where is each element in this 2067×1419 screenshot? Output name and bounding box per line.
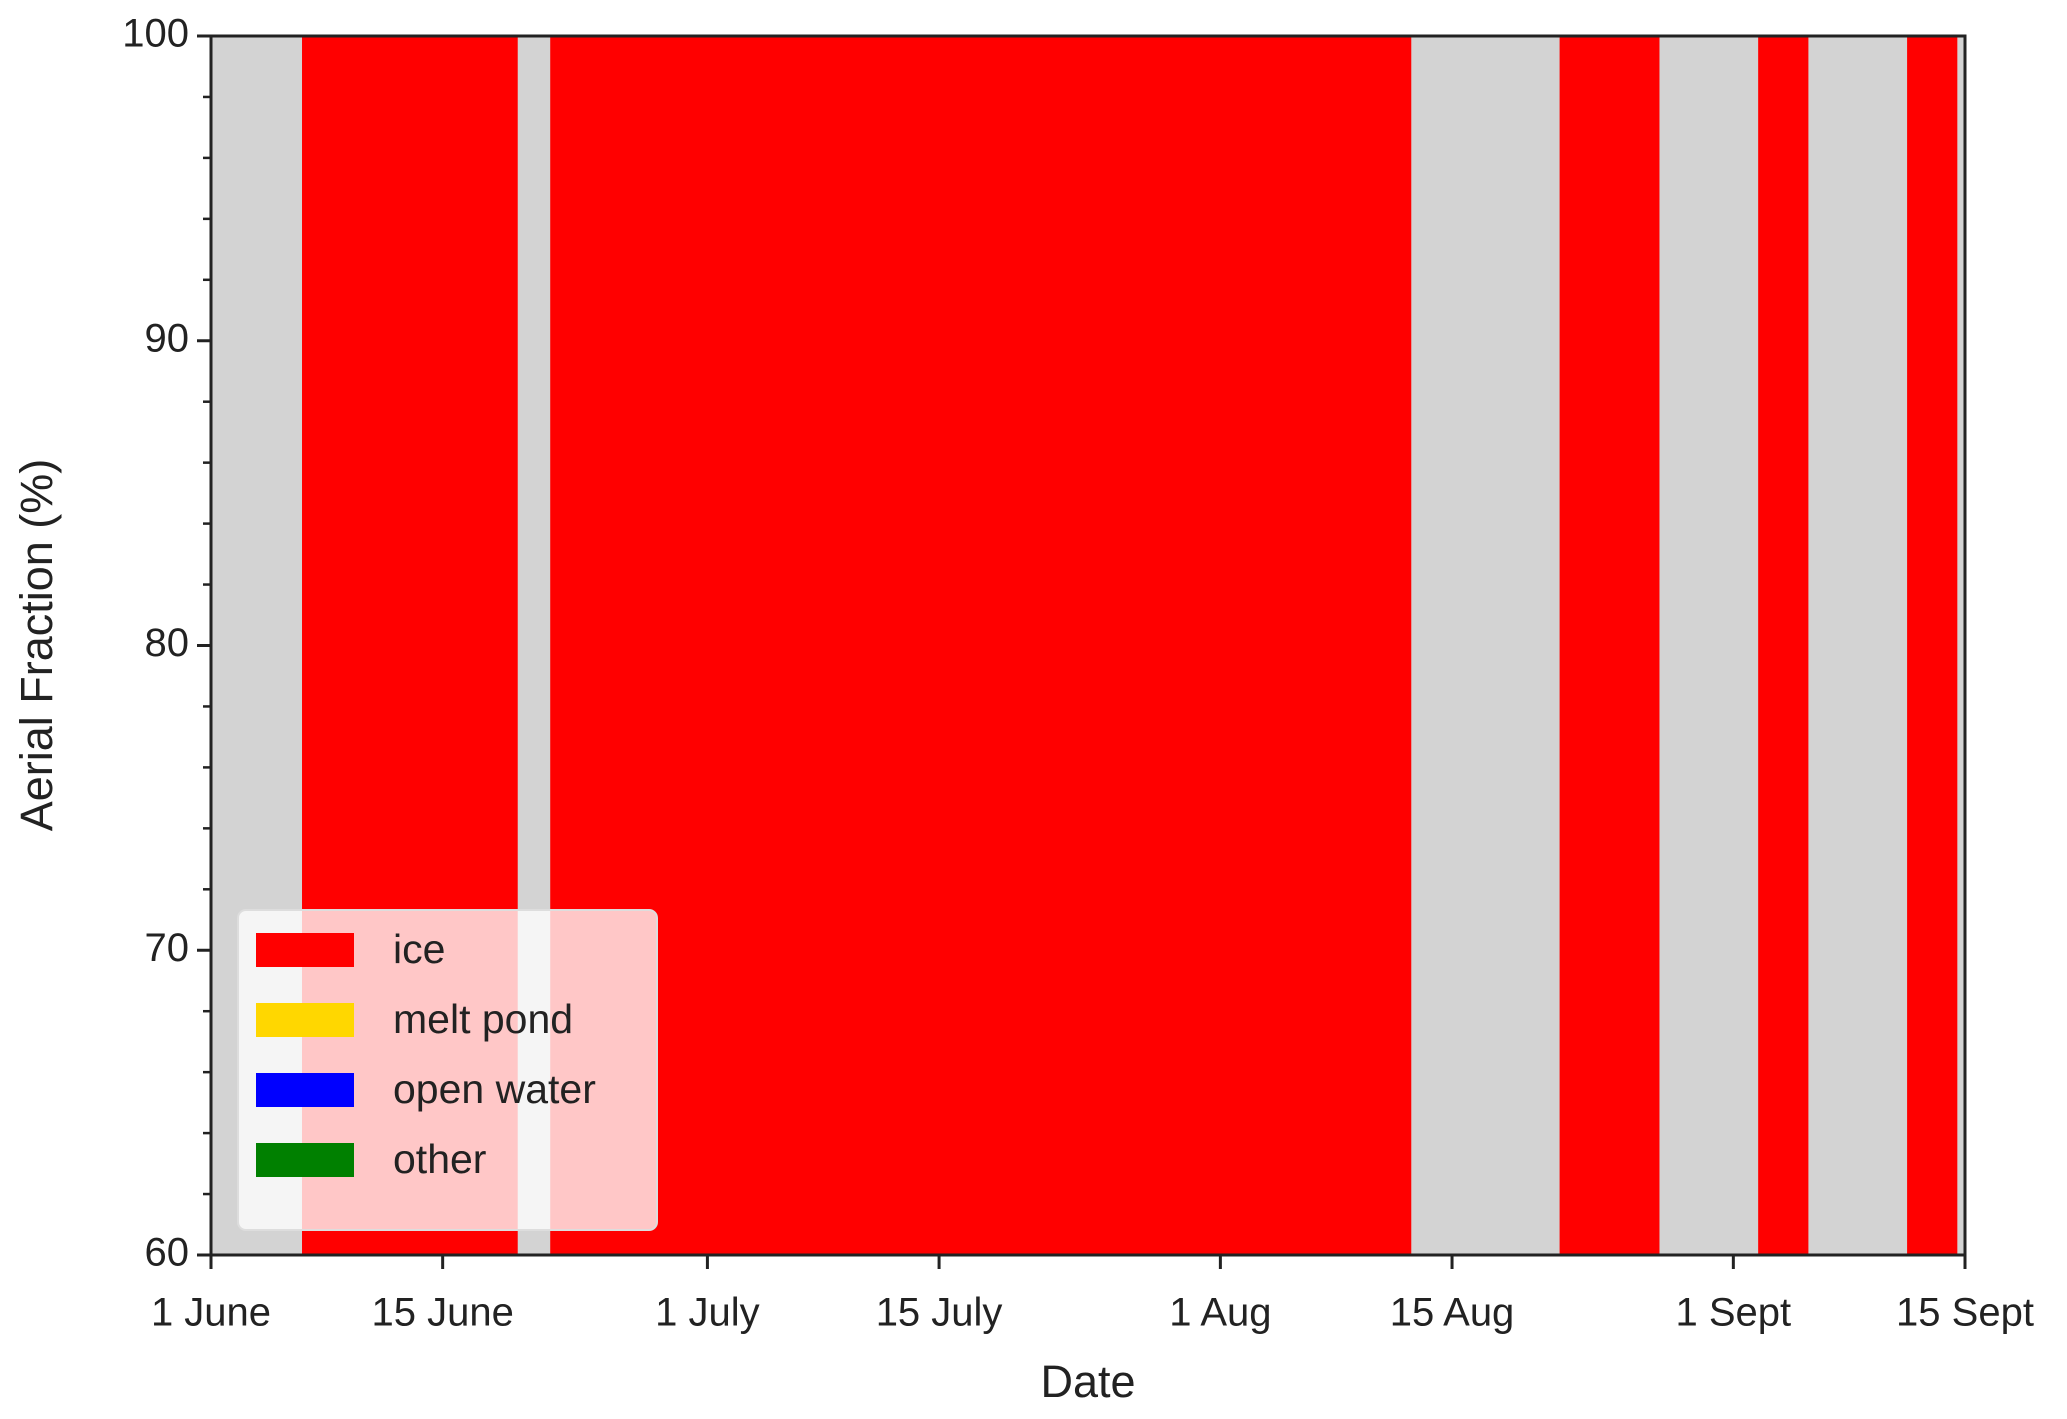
bar-segment (1609, 36, 1627, 1255)
bar-segment (1940, 36, 1958, 1255)
x-tick-label: 15 July (876, 1291, 1003, 1335)
bar-segment (1046, 36, 1064, 1255)
bar-segment (666, 36, 684, 1255)
bar-segment (1361, 36, 1379, 1255)
legend-swatch (256, 1073, 354, 1107)
bar-segment (1179, 36, 1197, 1255)
bar-segment (1344, 36, 1362, 1255)
bar-segment (1576, 36, 1594, 1255)
bar-segment (1907, 36, 1925, 1255)
bar-segment (1327, 36, 1346, 1255)
legend-label: melt pond (393, 996, 573, 1042)
bar-segment (1228, 36, 1246, 1255)
bar-segment (1261, 36, 1279, 1255)
bar-segment (1642, 36, 1660, 1255)
bar-segment (732, 36, 750, 1255)
y-tick-label: 70 (145, 926, 190, 970)
bar-segment (715, 36, 733, 1255)
bar-segment (1394, 36, 1412, 1255)
y-tick-label: 60 (145, 1231, 190, 1275)
bar-segment (1195, 36, 1213, 1255)
bar-segment (814, 36, 833, 1255)
bar-segment (1079, 36, 1097, 1255)
bar-segment (1112, 36, 1130, 1255)
bar-segment (765, 36, 783, 1255)
bar-segment (1592, 36, 1610, 1255)
bar-segment (1145, 36, 1164, 1255)
bar-segment (748, 36, 766, 1255)
bar-segment (831, 36, 849, 1255)
bar-segment (1212, 36, 1230, 1255)
bar-segment (1311, 36, 1329, 1255)
bar-segment (1923, 36, 1941, 1255)
bar-segment (881, 36, 899, 1255)
bar-segment (781, 36, 800, 1255)
x-tick-label: 1 Sept (1676, 1291, 1792, 1335)
bar-segment (1758, 36, 1776, 1255)
legend-swatch (256, 1143, 354, 1177)
bar-segment (864, 36, 882, 1255)
legend-label: other (393, 1136, 486, 1182)
y-tick-label: 90 (145, 316, 190, 360)
bar-segment (1774, 36, 1792, 1255)
bar-segment (1791, 36, 1809, 1255)
bar-segment (1063, 36, 1081, 1255)
bar-segment (1377, 36, 1395, 1255)
bar-segment (897, 36, 915, 1255)
y-axis-label: Aerial Fraction (%) (11, 459, 62, 832)
bar-segment (1162, 36, 1180, 1255)
bar-segment (1245, 36, 1263, 1255)
bar-segment (1129, 36, 1147, 1255)
y-tick-label: 100 (122, 12, 189, 56)
bar-segment (980, 36, 998, 1255)
bar-segment (699, 36, 717, 1255)
bar-segment (1294, 36, 1312, 1255)
bar-segment (930, 36, 948, 1255)
x-tick-label: 15 June (371, 1291, 513, 1335)
x-tick-label: 1 Aug (1169, 1291, 1271, 1335)
bar-segment (798, 36, 816, 1255)
x-axis-label: Date (1040, 1356, 1135, 1407)
bar-segment (1559, 36, 1577, 1255)
bar-segment (996, 36, 1015, 1255)
bar-segment (1013, 36, 1031, 1255)
bar-segment (963, 36, 982, 1255)
x-tick-label: 15 Sept (1896, 1291, 2034, 1335)
bar-segment (848, 36, 866, 1255)
bar-segment (947, 36, 965, 1255)
legend: ice melt pond open water other (237, 909, 658, 1231)
bar-segment (1625, 36, 1643, 1255)
bar-segment (914, 36, 932, 1255)
bar-segment (682, 36, 700, 1255)
bar-segment (1278, 36, 1296, 1255)
legend-label: open water (393, 1066, 596, 1112)
legend-label: ice (393, 926, 445, 972)
legend-swatch (256, 1003, 354, 1037)
x-tick-label: 1 July (655, 1291, 760, 1335)
bar-segment (1030, 36, 1048, 1255)
x-tick-label: 15 Aug (1390, 1291, 1515, 1335)
bar-segment (1096, 36, 1114, 1255)
y-tick-label: 80 (145, 621, 190, 665)
x-tick-label: 1 June (151, 1291, 271, 1335)
legend-swatch (256, 933, 354, 967)
